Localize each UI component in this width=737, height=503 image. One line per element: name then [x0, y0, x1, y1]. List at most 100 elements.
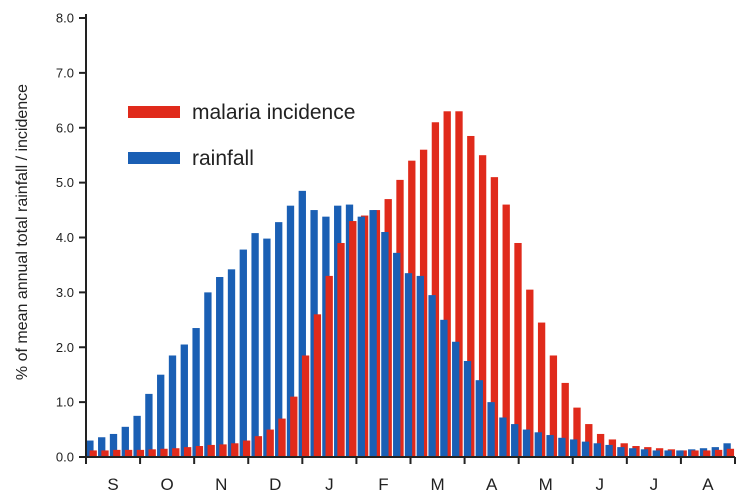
- rainfall-bar: [263, 238, 271, 457]
- rainfall-bar: [168, 355, 177, 457]
- legend-swatch: [128, 152, 180, 164]
- malaria-bar: [490, 177, 499, 457]
- malaria-bar: [183, 447, 192, 457]
- legend-swatch: [128, 106, 180, 118]
- x-tick-label: S: [107, 475, 118, 494]
- malaria-bar: [101, 450, 109, 457]
- malaria-bar: [714, 449, 723, 457]
- malaria-bar: [726, 448, 735, 457]
- rainfall-bar: [204, 292, 212, 458]
- malaria-bar: [231, 443, 239, 457]
- y-tick-label: 2.0: [56, 340, 74, 355]
- malaria-bar: [514, 242, 522, 457]
- malaria-bar: [561, 382, 569, 457]
- malaria-bar: [242, 440, 251, 457]
- y-tick-group: 0.0 1.0 2.0 3.0 4.0 5.0 6.0 7.0 8.0: [56, 11, 86, 465]
- rainfall-bar: [570, 439, 578, 457]
- y-tick-label: 1.0: [56, 395, 74, 410]
- malaria-bar: [431, 122, 440, 457]
- rainfall-bar: [487, 402, 495, 458]
- rainfall-bar: [109, 433, 118, 457]
- x-tick-label: J: [596, 475, 605, 494]
- x-tick-label: O: [161, 475, 174, 494]
- rainfall-bar: [369, 210, 377, 457]
- y-tick-label: 7.0: [56, 65, 74, 80]
- rainfall-bar: [534, 432, 542, 457]
- bars-group: [86, 111, 735, 458]
- rainfall-bar: [440, 319, 448, 457]
- rainfall-bar: [98, 437, 106, 457]
- rainfall-bar: [452, 341, 460, 457]
- malaria-bar: [467, 135, 475, 458]
- legend-label: rainfall: [192, 147, 254, 170]
- rainfall-bar: [157, 374, 165, 457]
- malaria-bar: [219, 444, 227, 457]
- rainfall-bar: [593, 443, 601, 457]
- rainfall-bar: [652, 450, 660, 457]
- x-tick-label: F: [378, 475, 388, 494]
- rainfall-bar: [664, 450, 672, 457]
- x-tick-label: D: [269, 475, 281, 494]
- rainfall-bar: [416, 275, 424, 457]
- malaria-bar: [124, 449, 133, 457]
- rainfall-bar: [605, 444, 613, 457]
- x-tick-label: M: [430, 475, 444, 494]
- rainfall-bar: [180, 344, 188, 457]
- malaria-bar: [160, 448, 168, 457]
- rainfall-bar: [133, 415, 141, 457]
- rainfall-bar: [558, 437, 566, 457]
- malaria-bar: [136, 449, 145, 457]
- malaria-bar: [526, 289, 534, 457]
- y-tick-label: 4.0: [56, 230, 74, 245]
- rainfall-bar: [511, 424, 519, 457]
- x-tick-label: J: [325, 475, 334, 494]
- rainfall-bar: [546, 435, 554, 457]
- rainfall-bar: [499, 417, 507, 457]
- malaria-bar: [337, 242, 345, 457]
- rainfall-bar: [617, 447, 625, 457]
- rainfall-bar: [145, 393, 153, 457]
- rainfall-bar: [640, 449, 649, 457]
- rainfall-bar: [192, 328, 200, 457]
- rainfall-bar: [286, 205, 295, 457]
- y-tick-label: 3.0: [56, 285, 74, 300]
- malaria-bar: [585, 424, 593, 457]
- y-tick-label: 5.0: [56, 175, 74, 190]
- malaria-bar: [89, 450, 97, 457]
- malaria-bar: [478, 155, 487, 457]
- y-tick-label: 0.0: [56, 450, 74, 465]
- malaria-bar: [278, 418, 286, 457]
- rainfall-bar: [216, 277, 224, 457]
- malaria-bar: [691, 450, 699, 457]
- legend: malaria incidence rainfall: [128, 101, 355, 170]
- malaria-bar: [325, 275, 333, 457]
- malaria-bar: [703, 450, 711, 457]
- x-tick-label: M: [539, 475, 553, 494]
- rainfall-bar: [393, 252, 401, 457]
- malaria-bar: [290, 396, 298, 457]
- rainfall-bar: [404, 273, 413, 457]
- malaria-bar: [455, 111, 463, 457]
- rainfall-bar: [86, 440, 94, 457]
- malaria-bar: [301, 355, 310, 457]
- legend-label: malaria incidence: [192, 101, 355, 124]
- rainfall-bar: [251, 233, 259, 457]
- rainfall-bar: [629, 448, 637, 457]
- malaria-bar: [349, 221, 357, 457]
- malaria-bar: [266, 429, 274, 457]
- x-tick-label: A: [486, 475, 498, 494]
- y-axis-label: % of mean annual total rainfall / incide…: [14, 84, 31, 380]
- malaria-bar: [172, 448, 180, 457]
- malaria-bar: [537, 322, 546, 457]
- rainfall-bar: [121, 426, 129, 457]
- y-tick-label: 8.0: [56, 11, 74, 26]
- malaria-bar: [549, 355, 558, 457]
- rainfall-bar: [475, 380, 483, 457]
- rainfall-bar: [676, 450, 684, 457]
- rainfall-bar: [275, 222, 283, 457]
- rainfall-bar: [428, 295, 436, 457]
- rainfall-bar: [381, 232, 389, 457]
- rainfall-bar: [298, 190, 306, 458]
